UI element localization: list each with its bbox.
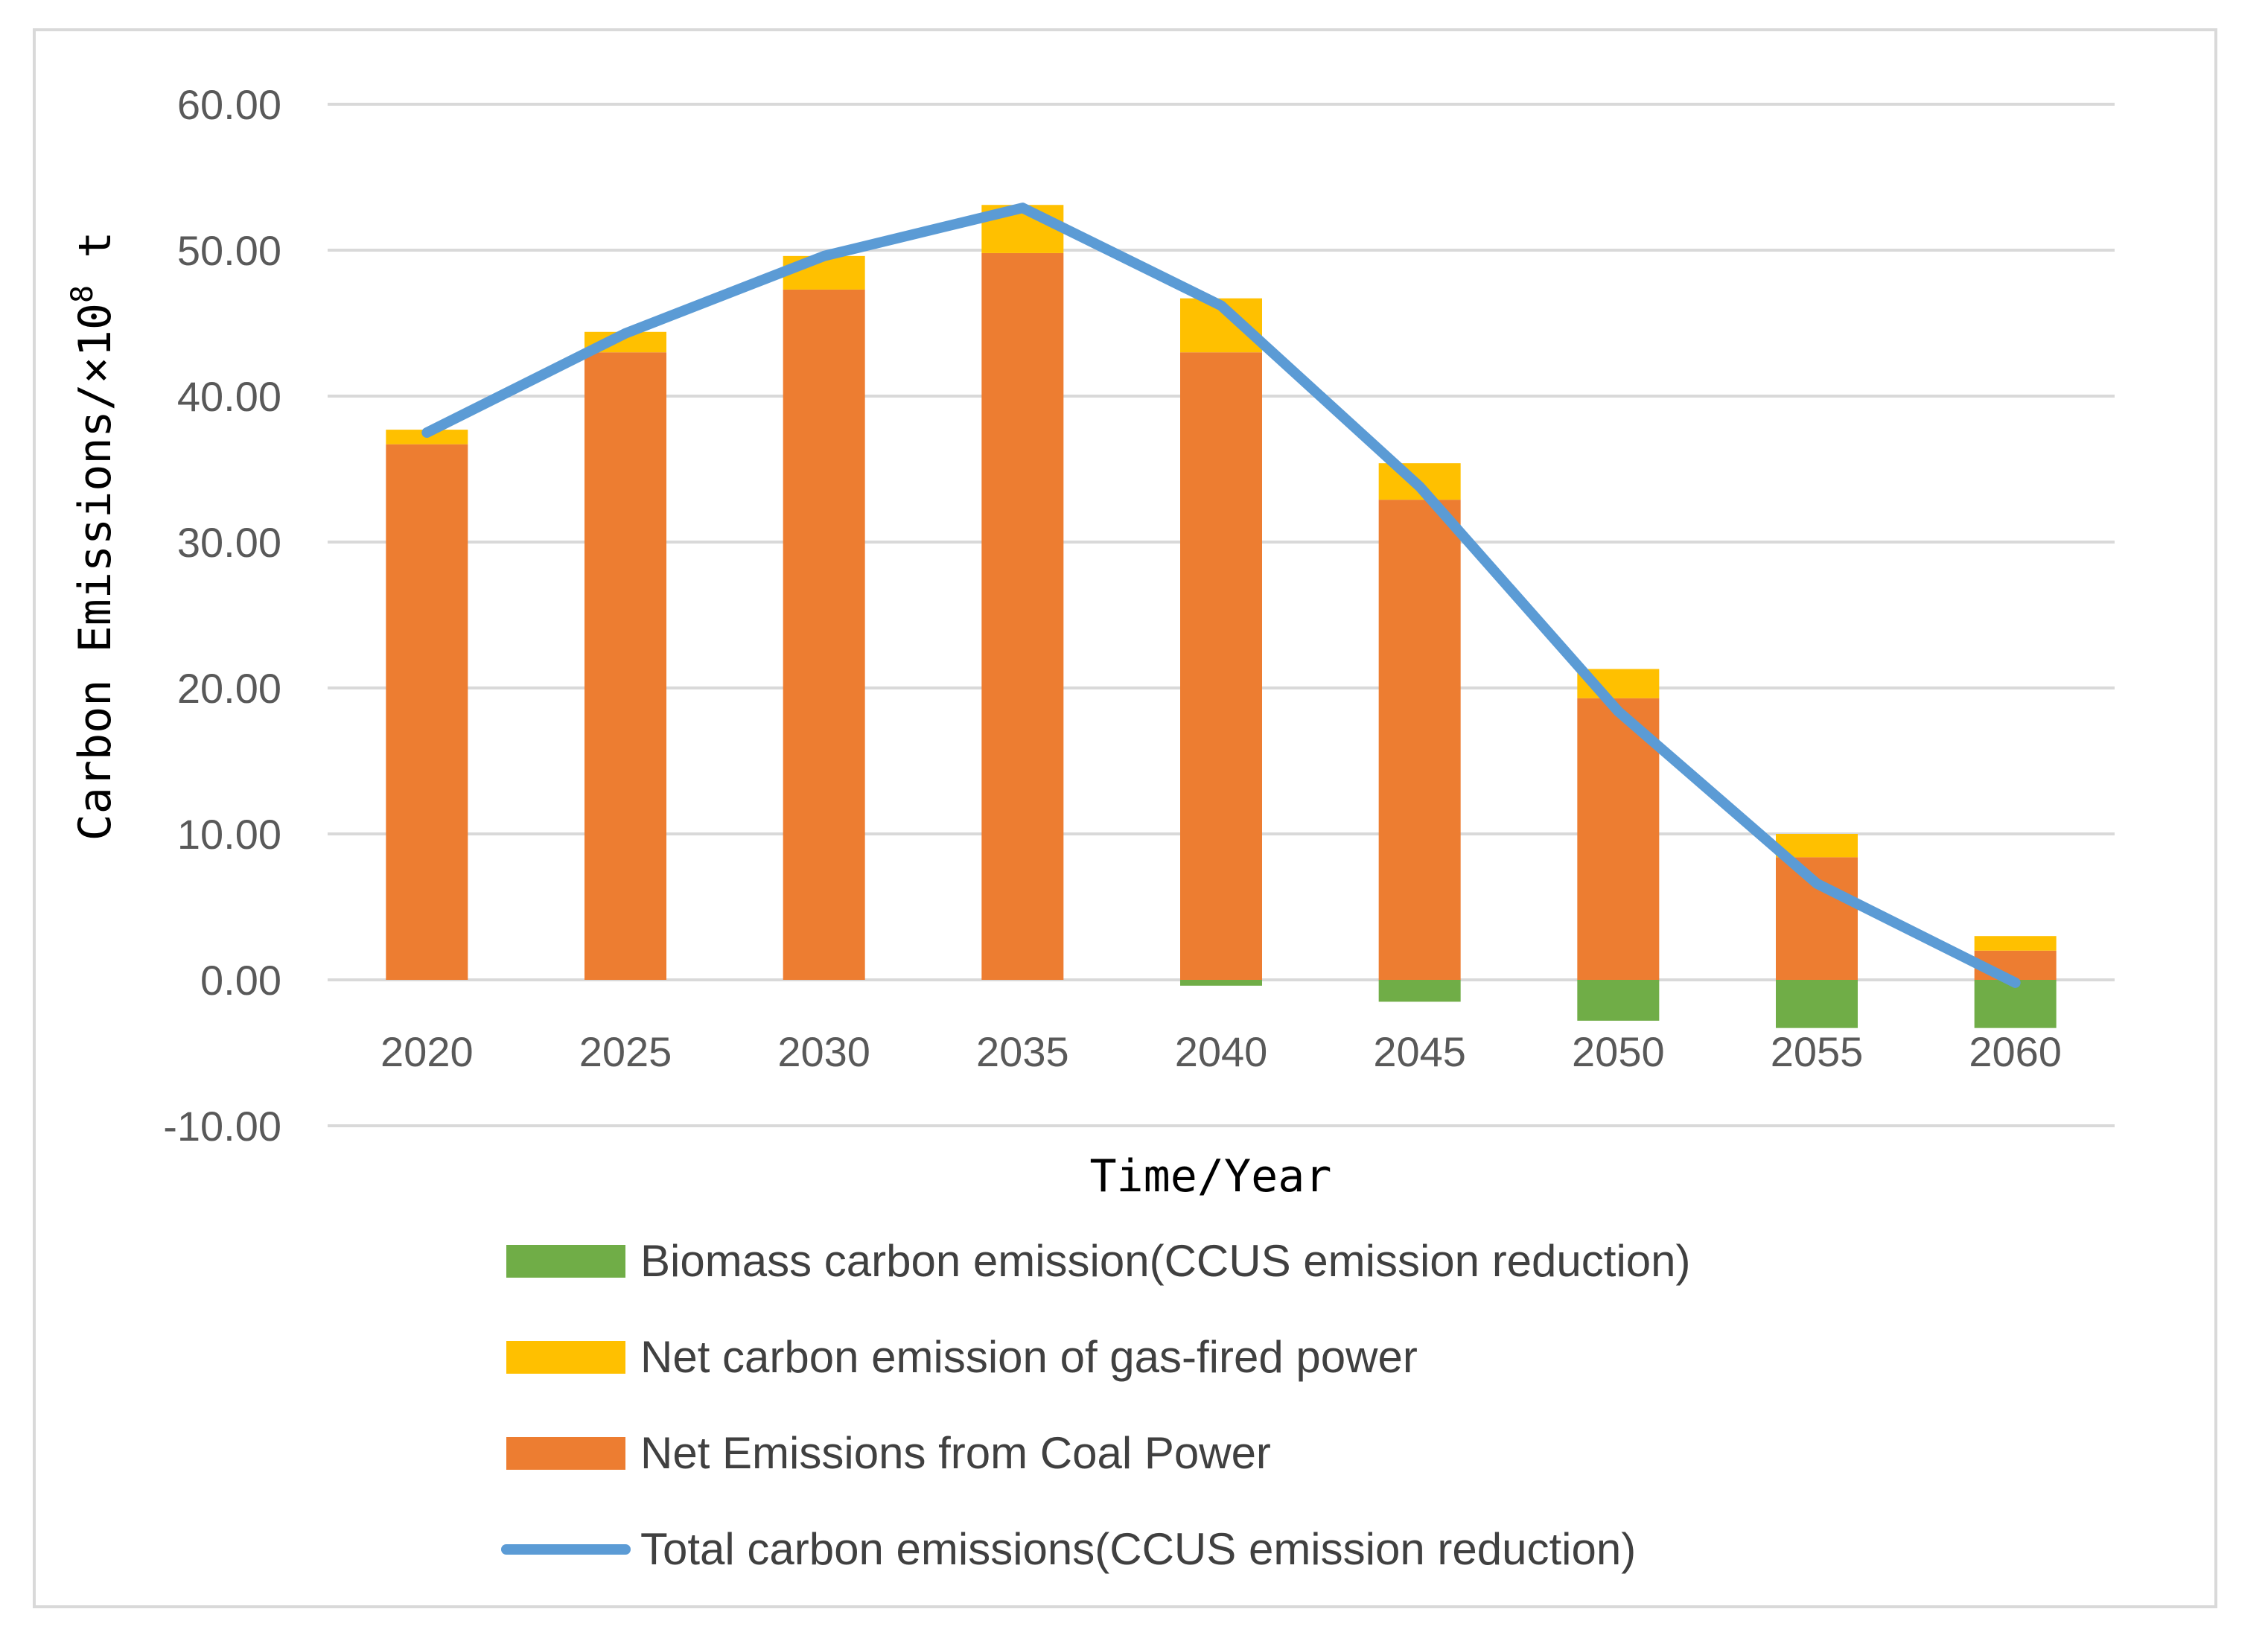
y-axis-title: Carbon Emissions/×108 t — [66, 232, 121, 841]
x-tick-label: 2025 — [579, 1028, 672, 1075]
x-tick-label: 2055 — [1771, 1028, 1864, 1075]
y-tick-label: -10.00 — [163, 1103, 281, 1150]
x-tick-label: 2060 — [1969, 1028, 2062, 1075]
x-tick-label: 2040 — [1175, 1028, 1268, 1075]
bar-segment — [1180, 980, 1262, 986]
bar-series — [386, 205, 2057, 1028]
bar-segment — [783, 289, 865, 980]
bar-segment — [1776, 980, 1858, 1028]
x-tick-label: 2020 — [380, 1028, 474, 1075]
y-tick-label: 30.00 — [177, 519, 281, 566]
legend-label: Net Emissions from Coal Power — [640, 1428, 1271, 1478]
legend-swatch — [506, 1245, 625, 1278]
y-tick-label: 10.00 — [177, 811, 281, 858]
legend-label: Biomass carbon emission(CCUS emission re… — [640, 1236, 1691, 1286]
legend-label: Net carbon emission of gas-fired power — [640, 1332, 1418, 1382]
x-tick-label: 2035 — [976, 1028, 1069, 1075]
bar-segment — [1974, 936, 2057, 951]
line-series — [421, 203, 2021, 988]
y-tick-label: 0.00 — [200, 957, 281, 1004]
bar-segment — [1577, 698, 1660, 980]
legend-label: Total carbon emissions(CCUS emission red… — [640, 1524, 1636, 1574]
bar-segment — [1378, 980, 1461, 1002]
total-emissions-line — [421, 203, 2021, 988]
x-axis-ticks: 2020 2025 2030 2035 2040 2045 2050 2055 2060 — [380, 1028, 2062, 1075]
x-tick-label: 2045 — [1373, 1028, 1466, 1075]
bar-segment — [1180, 352, 1262, 980]
y-tick-label: 20.00 — [177, 665, 281, 712]
bar-segment — [1378, 500, 1461, 980]
bar-segment — [1776, 857, 1858, 980]
x-tick-label: 2050 — [1572, 1028, 1665, 1075]
y-axis-title-main: Carbon Emissions/×10 — [69, 303, 121, 841]
bar-segment — [584, 352, 666, 980]
x-axis-title: Time/Year — [1089, 1150, 1331, 1202]
bar-segment — [1577, 980, 1660, 1021]
y-axis-title-unit: t — [69, 232, 121, 285]
legend: Biomass carbon emission(CCUS emission re… — [501, 1236, 1691, 1574]
y-axis-title-exponent: 8 — [66, 285, 100, 303]
x-tick-label: 2030 — [777, 1028, 870, 1075]
bar-segment — [386, 444, 468, 980]
y-tick-label: 60.00 — [177, 81, 281, 128]
legend-swatch — [506, 1341, 625, 1374]
bar-segment — [981, 252, 1064, 980]
legend-swatch — [506, 1437, 625, 1470]
y-tick-label: 50.00 — [177, 227, 281, 274]
y-tick-label: 40.00 — [177, 373, 281, 420]
y-axis-ticks: -10.00 0.00 10.00 20.00 30.00 40.00 50.00 60.00 — [163, 81, 281, 1150]
